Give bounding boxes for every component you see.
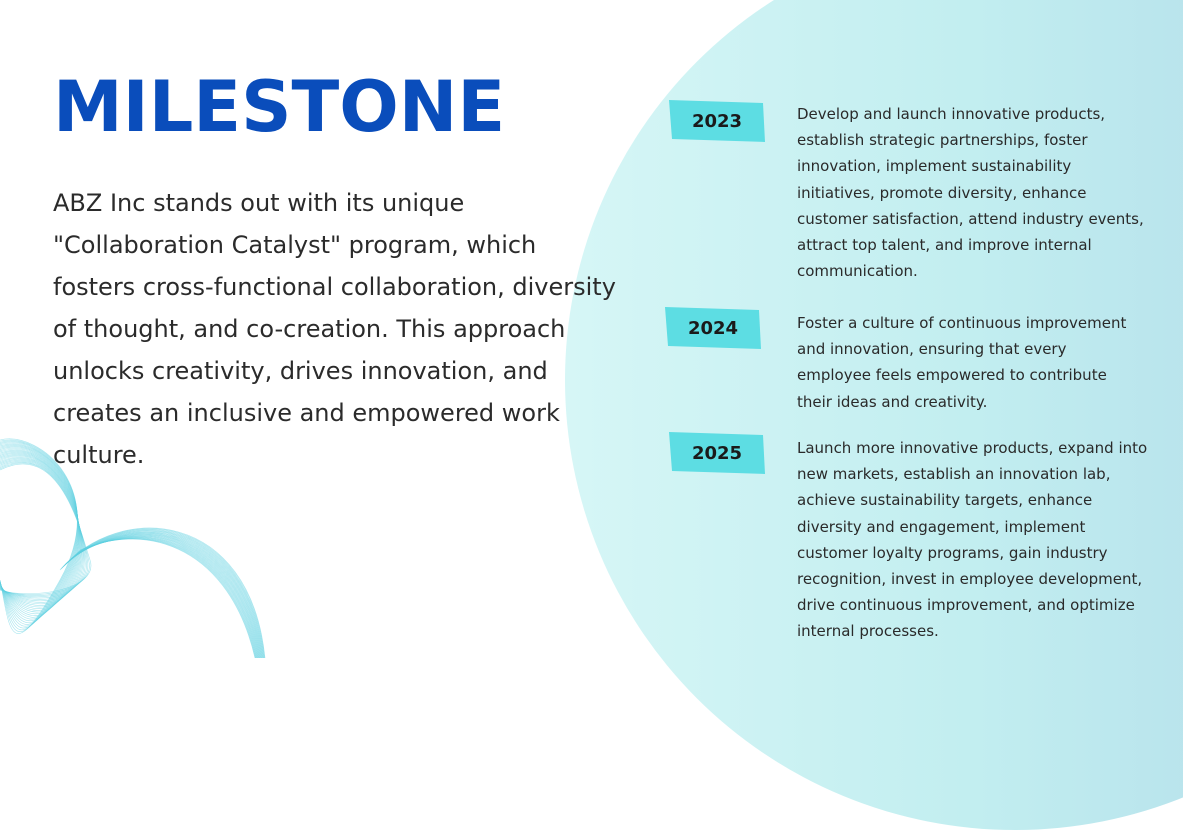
milestone-description-2023: Develop and launch innovative products, … [797, 105, 1144, 281]
year-tag-shape [665, 307, 761, 349]
year-tag-2025: 2025 [669, 432, 765, 474]
year-tag-shape [669, 432, 765, 474]
milestone-description-2025: Launch more innovative products, expand … [797, 439, 1148, 641]
year-tag-2024: 2024 [665, 307, 761, 349]
year-label: 2025 [691, 442, 743, 464]
intro-paragraph: ABZ Inc stands out with its unique "Coll… [53, 189, 616, 469]
milestone-description-2024: Foster a culture of continuous improveme… [797, 314, 1127, 411]
year-tag-shape [669, 100, 765, 142]
wave-line-art [0, 438, 266, 658]
year-label: 2024 [687, 317, 739, 339]
page-title: MILESTONE [53, 66, 506, 148]
year-tag-2023: 2023 [669, 100, 765, 142]
year-label: 2023 [691, 110, 743, 132]
